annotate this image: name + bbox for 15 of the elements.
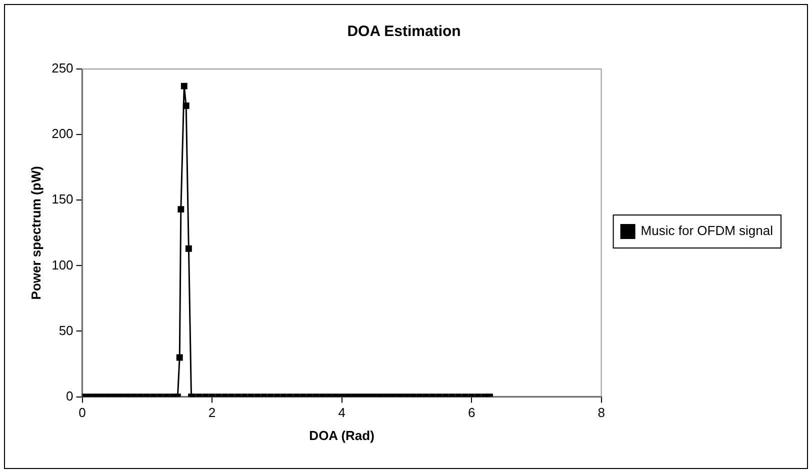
x-tick-label: 2: [208, 405, 216, 420]
legend-label: Music for OFDM signal: [640, 223, 774, 238]
y-tick-label: 0: [66, 388, 74, 404]
y-tick-label: 200: [52, 126, 74, 142]
x-tick-label: 0: [78, 405, 86, 420]
y-axis-title: Power spectrum (pW): [28, 166, 44, 300]
y-tick-label: 150: [52, 192, 74, 207]
x-tick-label: 4: [338, 405, 346, 420]
x-tick-label: 8: [598, 405, 605, 420]
x-tick-label: 6: [468, 405, 476, 420]
y-tick-label: 50: [58, 322, 74, 338]
chart-title: DOA Estimation: [347, 23, 461, 40]
x-axis-title: DOA (Rad): [309, 428, 374, 443]
y-tick-label: 250: [52, 60, 74, 76]
y-tick-label: 100: [52, 257, 74, 272]
